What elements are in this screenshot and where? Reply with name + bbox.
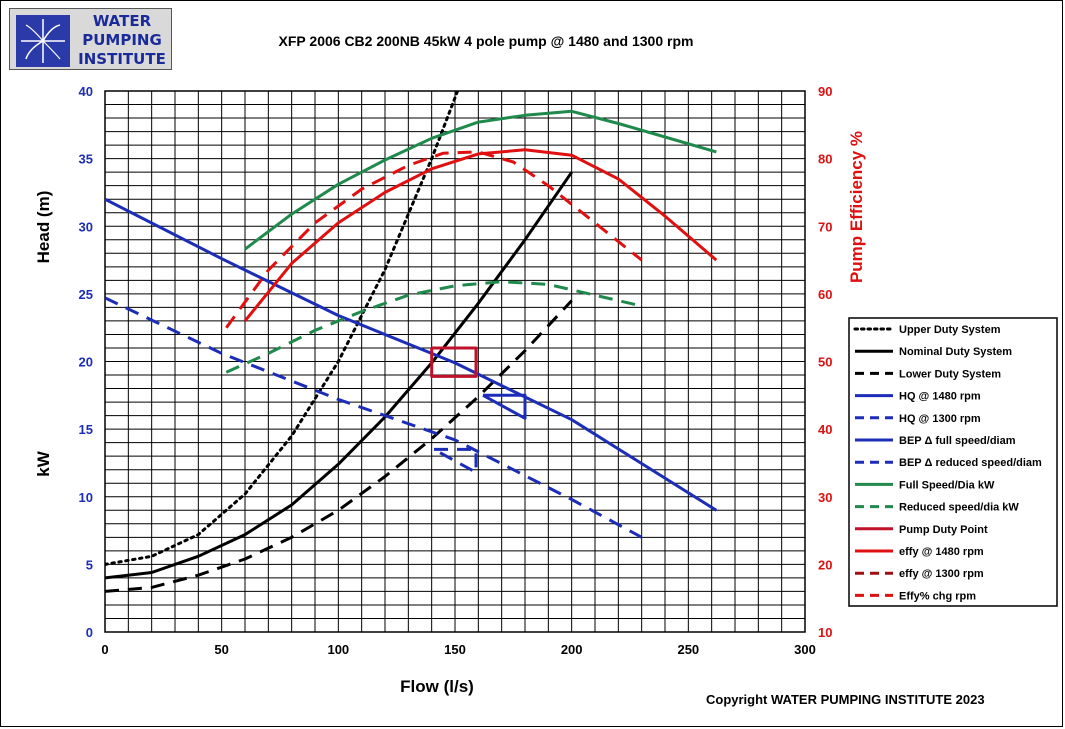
legend-label: Pump Duty Point [899, 524, 988, 536]
y-tick-label: 10 [79, 490, 93, 505]
legend-label: BEP Δ full speed/diam [899, 435, 1016, 447]
x-tick-label: 300 [794, 642, 816, 657]
y-axis-label-kw: kW [34, 450, 53, 476]
y-tick-label: 40 [79, 84, 93, 99]
y2-tick-label: 90 [818, 84, 832, 99]
y-tick-label: 0 [86, 625, 93, 640]
series-group [105, 91, 718, 593]
logo: WATER PUMPING INSTITUTE [9, 8, 172, 70]
legend-box [848, 317, 1058, 607]
series-line-8 [225, 280, 643, 374]
legend-label: Reduced speed/dia kW [899, 502, 1019, 514]
y-tick-label: 5 [86, 557, 93, 572]
y-tick-label: 20 [79, 355, 93, 370]
logo-line-1: WATER [92, 12, 152, 30]
legend-label: Nominal Duty System [899, 346, 1012, 358]
legend-label: effy @ 1480 rpm [899, 546, 984, 558]
chart-title: XFP 2006 CB2 200NB 45kW 4 pole pump @ 14… [279, 33, 694, 49]
series-line-0 [105, 91, 460, 566]
y-tick-label: 15 [79, 422, 93, 437]
legend-label: Effy% chg rpm [899, 590, 976, 602]
x-tick-label: 100 [327, 642, 349, 657]
y-axis-label: Head (m) [34, 191, 53, 264]
y2-tick-label: 80 [818, 152, 832, 167]
y-tick-label: 30 [79, 219, 93, 234]
legend-label: Full Speed/Dia kW [899, 479, 995, 491]
wpi-logo-icon [16, 15, 70, 67]
x-axis-label: Flow (l/s) [400, 677, 474, 696]
series-line-10 [243, 148, 718, 322]
logo-line-2: PUMPING [82, 31, 162, 49]
y2-tick-label: 70 [818, 219, 832, 234]
copyright-text: Copyright WATER PUMPING INSTITUTE 2023 [706, 692, 985, 707]
y2-axis-label: Pump Efficiency % [847, 131, 866, 283]
y2-tick-label: 40 [818, 422, 832, 437]
series-line-2 [105, 299, 573, 593]
legend-label: BEP Δ reduced speed/diam [899, 457, 1042, 469]
x-tick-label: 250 [677, 642, 699, 657]
x-tick-label: 150 [444, 642, 466, 657]
plot-border [104, 90, 806, 633]
series-line-6 [433, 447, 478, 474]
x-tick-label: 200 [561, 642, 583, 657]
series-line-3 [105, 197, 718, 512]
logo-line-3: INSTITUTE [78, 50, 166, 68]
legend-label: effy @ 1300 rpm [899, 568, 984, 580]
y2-tick-label: 50 [818, 355, 832, 370]
y2-tick-label: 30 [818, 490, 832, 505]
y-tick-label: 25 [79, 287, 93, 302]
x-tick-label: 0 [101, 642, 108, 657]
series-line-12 [225, 150, 643, 329]
y2-tick-label: 20 [818, 557, 832, 572]
y2-tick-label: 60 [818, 287, 832, 302]
series-line-9 [430, 346, 478, 378]
series-line-5 [482, 393, 527, 420]
legend-label: Lower Duty System [899, 368, 1001, 380]
legend-label: Upper Duty System [899, 324, 1001, 336]
series-line-7 [244, 109, 717, 251]
legend-label: HQ @ 1300 rpm [899, 413, 981, 425]
x-tick-label: 50 [214, 642, 228, 657]
y-tick-label: 35 [79, 152, 93, 167]
legend-label: HQ @ 1480 rpm [899, 391, 981, 403]
y2-tick-label: 10 [818, 625, 832, 640]
